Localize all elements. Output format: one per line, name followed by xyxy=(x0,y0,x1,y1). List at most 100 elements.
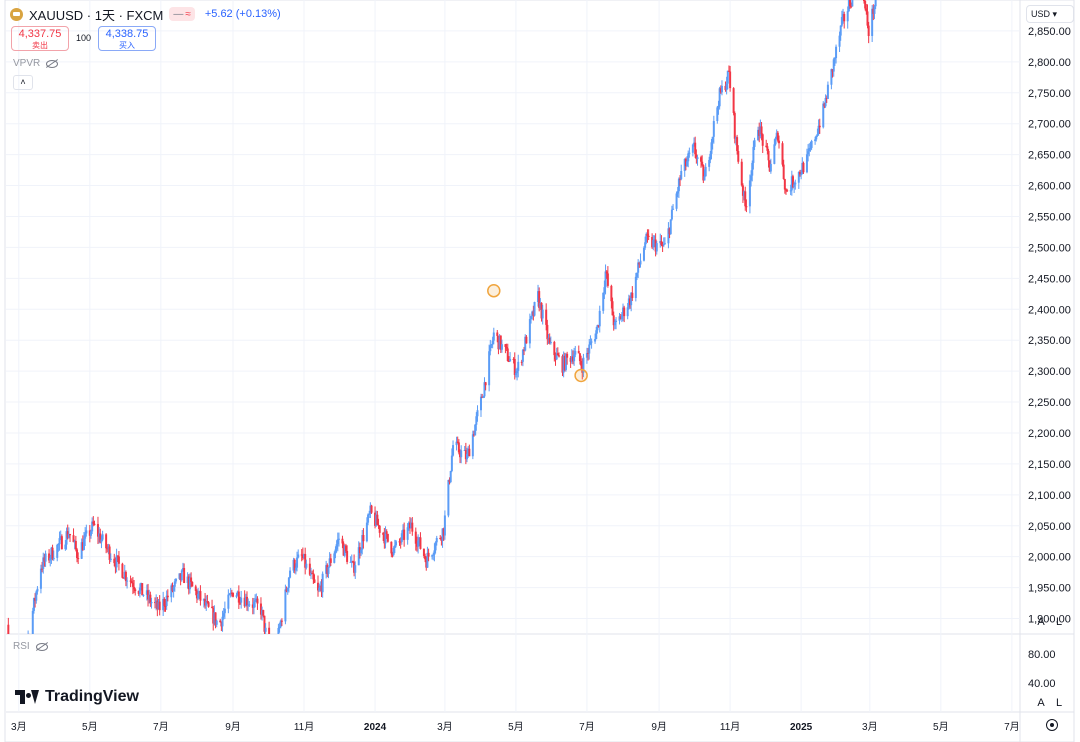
rsi-auto-scale-button[interactable]: A xyxy=(1037,697,1045,709)
candle-body xyxy=(695,154,698,160)
candle-body xyxy=(284,589,287,622)
symbol-title[interactable]: XAUUSD · 1天 · FXCM xyxy=(29,7,164,23)
candle-body xyxy=(256,598,259,604)
candle-body xyxy=(8,641,10,642)
candle-body xyxy=(765,145,768,147)
candles xyxy=(7,0,877,661)
candle-body xyxy=(443,515,446,536)
candle-body xyxy=(57,544,60,546)
candle-body xyxy=(157,601,160,610)
candle-body xyxy=(843,14,846,22)
candle-body xyxy=(716,107,719,122)
candle-body xyxy=(384,531,387,544)
candle-body xyxy=(109,558,112,560)
candle-body xyxy=(403,529,406,540)
candle-body xyxy=(835,46,838,59)
candle-body xyxy=(279,620,282,627)
candle-body xyxy=(839,25,842,36)
candle-body xyxy=(270,655,272,661)
candle-body xyxy=(521,349,524,362)
candle-body xyxy=(349,561,352,563)
candle-body xyxy=(422,548,425,556)
candle-body xyxy=(93,523,96,525)
candle-body xyxy=(483,382,486,397)
candle-body xyxy=(88,530,91,536)
candle-body xyxy=(717,106,720,108)
candle-body xyxy=(293,559,296,571)
gear-icon[interactable] xyxy=(1046,719,1058,731)
candle-body xyxy=(703,176,706,181)
candle-body xyxy=(473,434,475,436)
candle-body xyxy=(382,532,385,535)
series-toggle[interactable]: — ≈ xyxy=(169,7,195,21)
candle-body xyxy=(474,424,477,436)
candle-body xyxy=(712,121,715,137)
candle-body xyxy=(92,521,95,524)
candle-body xyxy=(321,573,324,593)
candle-body xyxy=(873,6,876,14)
candle-body xyxy=(659,241,662,244)
candle-body xyxy=(180,570,183,581)
candle-body xyxy=(605,271,608,274)
candle-body xyxy=(149,594,152,604)
y-tick-label: 2,800.00 xyxy=(1028,57,1071,69)
candle-body xyxy=(262,610,265,616)
collapse-button[interactable]: ˄ xyxy=(13,75,33,90)
candle-body xyxy=(635,272,638,277)
candle-body xyxy=(587,352,590,354)
candle-body xyxy=(491,340,494,345)
candle-body xyxy=(505,346,508,349)
candle-body xyxy=(414,531,417,544)
candle-body xyxy=(73,540,76,543)
candle-body xyxy=(757,129,760,141)
candle-body xyxy=(476,410,479,417)
currency-button[interactable]: USD ▾ xyxy=(1026,5,1074,23)
tradingview-logo[interactable]: TradingView xyxy=(15,688,139,706)
vpvr-indicator[interactable]: VPVR xyxy=(13,58,59,69)
candle-body xyxy=(781,143,784,165)
eye-hidden-icon[interactable] xyxy=(35,642,48,651)
rsi-log-scale-button[interactable]: L xyxy=(1055,697,1063,709)
candle-body xyxy=(187,576,190,590)
candle-body xyxy=(261,610,264,615)
candle-body xyxy=(459,452,462,458)
candle-body xyxy=(711,136,714,143)
auto-scale-button[interactable]: A xyxy=(1037,616,1045,628)
candle-body xyxy=(147,590,150,600)
candle-body xyxy=(124,571,127,582)
candle-body xyxy=(20,655,22,657)
candle-body xyxy=(546,324,549,340)
candle-body xyxy=(517,361,520,371)
candle-body xyxy=(441,528,444,541)
log-scale-button[interactable]: L xyxy=(1055,616,1063,628)
candle-body xyxy=(74,540,77,550)
candle-body xyxy=(758,129,761,136)
candle-body xyxy=(214,612,217,625)
candle-body xyxy=(872,8,875,14)
sell-button[interactable]: 4,337.75 卖出 xyxy=(11,26,69,51)
candle-body xyxy=(202,599,205,601)
candle-body xyxy=(219,620,222,623)
candle-body xyxy=(537,291,540,303)
y-tick-label: 2,100.00 xyxy=(1028,490,1071,502)
candle-body xyxy=(239,602,241,604)
candle-body xyxy=(691,144,694,153)
candle-body xyxy=(213,612,216,624)
candle-body xyxy=(36,588,39,592)
candle-body xyxy=(336,539,339,545)
buy-button[interactable]: 4,338.75 买入 xyxy=(98,26,156,51)
eye-hidden-icon[interactable] xyxy=(46,59,59,68)
candle-body xyxy=(126,580,129,582)
candle-body xyxy=(116,555,119,557)
rsi-indicator[interactable]: RSI xyxy=(13,641,48,652)
candle-body xyxy=(133,586,136,590)
candle-body xyxy=(489,345,492,352)
candle-body xyxy=(571,356,574,362)
candle-body xyxy=(774,138,777,145)
candle-body xyxy=(745,206,748,208)
candle-body xyxy=(358,547,361,553)
candle-body xyxy=(447,480,450,516)
candle-body xyxy=(99,533,102,543)
candle-body xyxy=(667,228,670,244)
